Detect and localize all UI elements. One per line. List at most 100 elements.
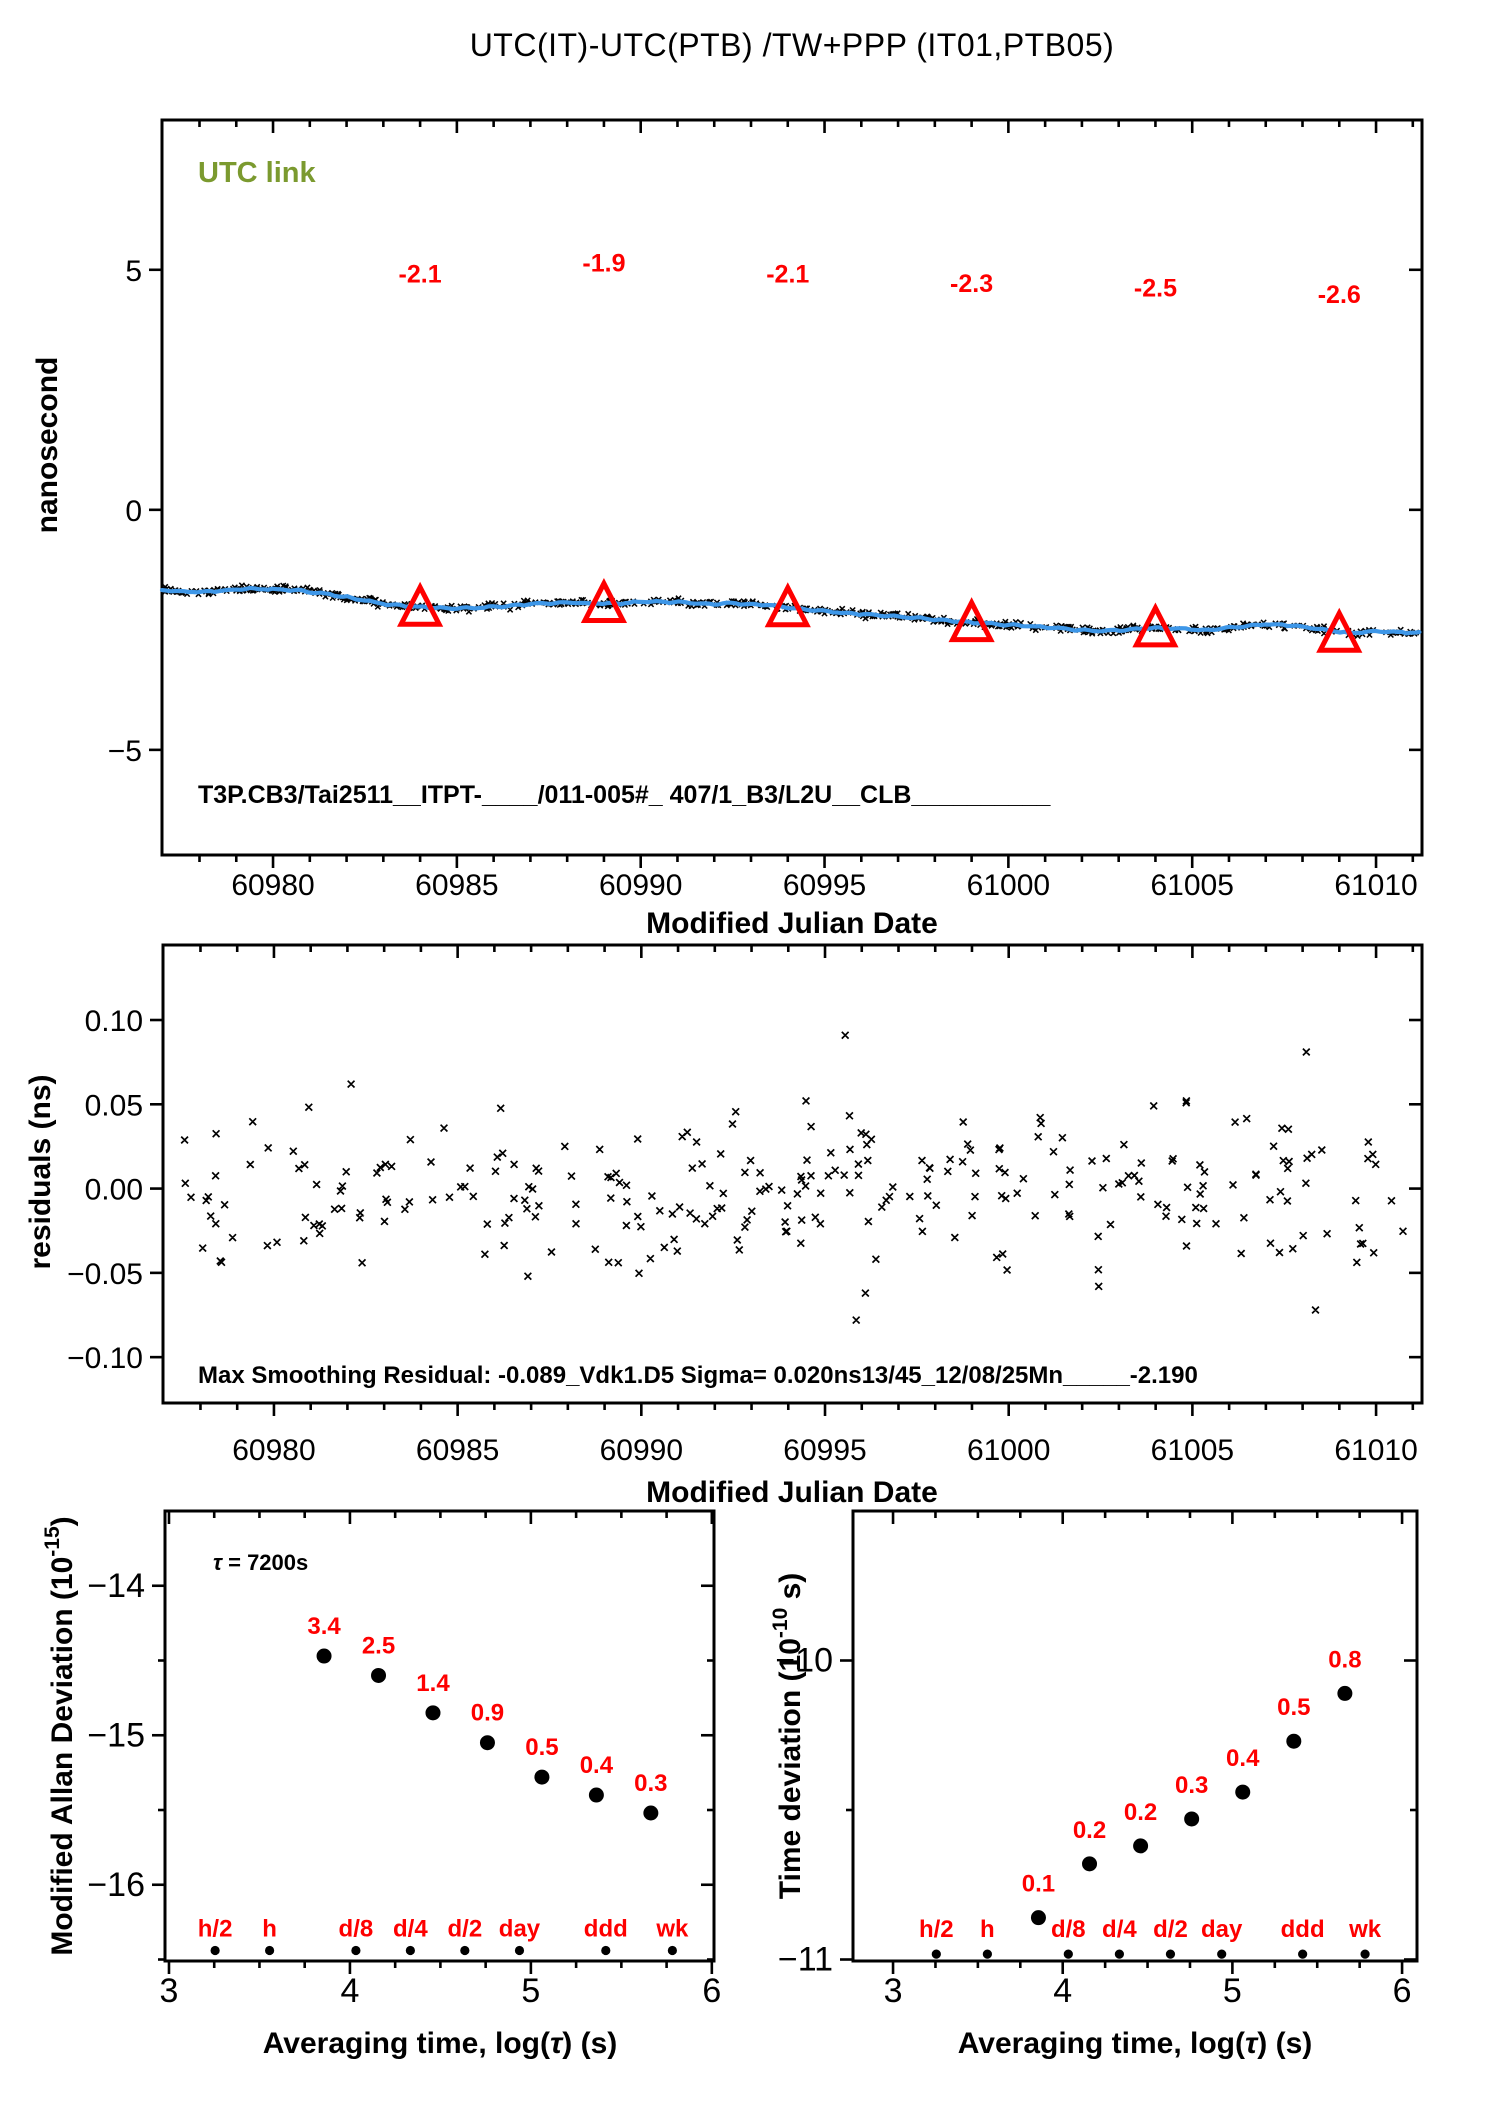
tdev-point-label: 0.8 bbox=[1328, 1646, 1361, 1673]
tdev-point-label: 0.2 bbox=[1124, 1799, 1157, 1826]
tdev-point-label: 0.1 bbox=[1022, 1871, 1055, 1898]
utc-link-label: UTC link bbox=[198, 157, 316, 189]
time-scale-label: d/4 bbox=[1102, 1916, 1137, 1943]
res-xtick-label: 61005 bbox=[1151, 1434, 1234, 1467]
time-scale-label: h bbox=[262, 1915, 277, 1942]
tw-session-value-label: -2.1 bbox=[399, 261, 442, 289]
figure-title: UTC(IT)-UTC(PTB) /TW+PPP (IT01,PTB05) bbox=[470, 27, 1115, 63]
res-ytick-label: 0.05 bbox=[85, 1089, 143, 1122]
tw-session-value-label: -1.9 bbox=[582, 250, 625, 278]
tw-session-triangle bbox=[1132, 602, 1179, 648]
res-ytick-label: 0.00 bbox=[85, 1174, 143, 1207]
mdev-point bbox=[425, 1705, 441, 1721]
tau-annotation: τ = 7200s bbox=[213, 1550, 308, 1575]
tdev-ticks bbox=[840, 1511, 1417, 1974]
chart-graphics: 60980 60985 60990 60995 61000 61005 61010 5 0 −5 -… bbox=[67, 118, 1424, 2010]
time-scale-label: d/4 bbox=[393, 1915, 428, 1942]
tdev-point bbox=[1030, 1910, 1046, 1926]
tw-session-value-label: -2.1 bbox=[766, 261, 809, 289]
res-panel: 60980 60985 60990 60995 61000 61005 61010 0.10 0… bbox=[67, 943, 1424, 1467]
res-xtick-label: 60985 bbox=[416, 1434, 499, 1467]
mdev-ytick-label: −14 bbox=[87, 1567, 145, 1605]
time-scale-dot bbox=[514, 1945, 525, 1956]
time-scale-dot bbox=[210, 1945, 220, 1956]
top-xlabel: Modified Julian Date bbox=[646, 907, 938, 940]
time-scale-dot bbox=[351, 1945, 361, 1956]
time-scale-label: h bbox=[980, 1916, 995, 1943]
tdev-point-label: 0.5 bbox=[1277, 1694, 1310, 1721]
time-scale-dot bbox=[931, 1949, 941, 1959]
tdev-frame bbox=[851, 1509, 1419, 1963]
tdev-point-label: 0.3 bbox=[1175, 1772, 1208, 1799]
mdev-point-label: 2.5 bbox=[362, 1632, 395, 1659]
mdev-point bbox=[316, 1648, 332, 1664]
mdev-panel: 3 4 5 6 −14 −15 −16 h/2 h d/8 d/4 d/2 day ddd wk 3.4 2.5… bbox=[87, 1509, 721, 2010]
link-config-annotation: T3P.CB3/Tai2511__ITPT-____/011-005#_ 407… bbox=[198, 781, 1052, 809]
mdev-xtick-label: 3 bbox=[160, 1972, 179, 2010]
res-ytick-label: −0.05 bbox=[67, 1258, 143, 1291]
tw-session-triangle bbox=[580, 577, 628, 623]
mdev-point-label: 0.5 bbox=[525, 1734, 558, 1761]
utc-ytick-label: −5 bbox=[108, 735, 142, 768]
tdev-panel: 3 4 5 6 −10 −11 h/2 h d/8 d/4 d/2 day ddd wk 0.1 0.2 0.2… bbox=[775, 1509, 1419, 2010]
top-ylabel: nanosecond bbox=[31, 357, 64, 534]
smoothing-stats-text: Max Smoothing Residual: -0.089_Vdk1.D5 S… bbox=[198, 1362, 1198, 1389]
time-scale-label: d/8 bbox=[1051, 1916, 1086, 1943]
utc-xtick-label: 60985 bbox=[415, 869, 498, 902]
utc-xtick-label: 60980 bbox=[231, 869, 314, 902]
tdev-point bbox=[1235, 1784, 1251, 1800]
time-scale-label: ddd bbox=[1281, 1916, 1325, 1943]
tdev-point-label: 0.4 bbox=[1226, 1745, 1260, 1772]
utc-panel: 60980 60985 60990 60995 61000 61005 61010 5 0 −5 -… bbox=[108, 118, 1424, 902]
res-xtick-label: 60980 bbox=[232, 1434, 315, 1467]
mdev-ytick-label: −16 bbox=[87, 1866, 145, 1904]
time-scale-dot bbox=[601, 1945, 611, 1956]
smoothed-link-line bbox=[159, 585, 1422, 636]
tdev-ytick-label: −10 bbox=[775, 1642, 833, 1680]
mdev-point bbox=[588, 1787, 604, 1803]
mdev-point-label: 3.4 bbox=[307, 1613, 341, 1640]
mdev-frame bbox=[163, 1509, 716, 1963]
time-scale-label: h/2 bbox=[198, 1915, 233, 1942]
mdev-point bbox=[643, 1805, 659, 1821]
mdev-ticks bbox=[152, 1511, 714, 1974]
utc-xtick-label: 60995 bbox=[783, 869, 866, 902]
time-scale-label: wk bbox=[1348, 1916, 1382, 1943]
time-scale-label: day bbox=[499, 1915, 541, 1942]
residuals-ylabel: residuals (ns) bbox=[24, 1074, 57, 1269]
tw-session-triangle bbox=[764, 582, 811, 628]
tw-session-triangle bbox=[397, 581, 444, 627]
mdev-ytick-label: −15 bbox=[87, 1716, 145, 1754]
time-scale-label: ddd bbox=[584, 1915, 628, 1942]
utc-xtick-label: 61005 bbox=[1150, 869, 1233, 902]
residual-markers bbox=[180, 1031, 1408, 1325]
mdev-point-label: 0.3 bbox=[634, 1770, 667, 1797]
time-scale-dot bbox=[1298, 1949, 1308, 1959]
tw-session-triangle bbox=[1316, 607, 1363, 653]
mdev-xtick-label: 5 bbox=[521, 1972, 540, 2010]
mdev-point-label: 0.4 bbox=[580, 1752, 614, 1779]
mdev-xtick-label: 6 bbox=[702, 1972, 721, 2010]
res-xtick-label: 61000 bbox=[967, 1434, 1050, 1467]
time-scale-dot bbox=[1063, 1949, 1073, 1959]
time-scale-dot bbox=[405, 1945, 415, 1956]
utc-xtick-label: 61000 bbox=[967, 869, 1050, 902]
time-scale-label: d/8 bbox=[339, 1915, 374, 1942]
mdev-ylabel: Modified Allan Deviation (10-15) bbox=[41, 1516, 79, 1955]
tdev-point bbox=[1184, 1811, 1200, 1827]
utc-frame bbox=[160, 118, 1424, 857]
tw-session-value-label: -2.3 bbox=[950, 270, 993, 298]
time-scale-dot bbox=[667, 1945, 677, 1956]
tw-session-triangle bbox=[948, 597, 995, 643]
utc-ticks bbox=[149, 120, 1422, 868]
res-xtick-label: 61010 bbox=[1334, 1434, 1417, 1467]
tdev-xlabel: Averaging time, log(τ) (s) bbox=[958, 2027, 1313, 2060]
tw-session-value-label: -2.6 bbox=[1318, 281, 1361, 309]
time-scale-dot bbox=[1360, 1949, 1370, 1959]
mdev-xlabel: Averaging time, log(τ) (s) bbox=[263, 2027, 618, 2060]
time-scale-dot bbox=[1114, 1949, 1124, 1959]
middle-xlabel: Modified Julian Date bbox=[646, 1476, 938, 1509]
res-xtick-label: 60990 bbox=[600, 1434, 683, 1467]
utc-xtick-label: 60990 bbox=[599, 869, 682, 902]
res-xtick-label: 60995 bbox=[783, 1434, 866, 1467]
